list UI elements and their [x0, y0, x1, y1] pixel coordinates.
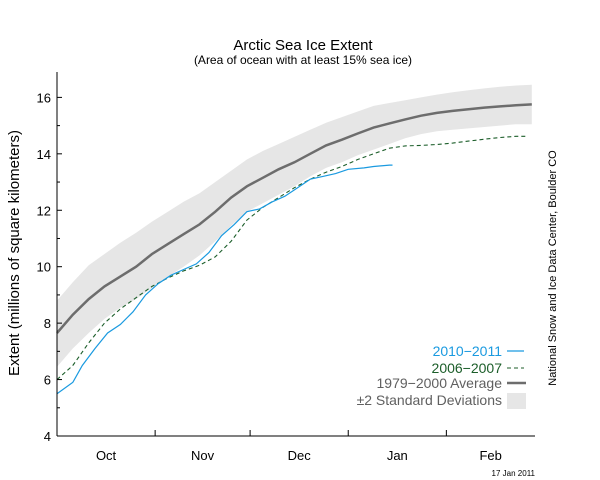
y-tick-label: 16 — [37, 90, 51, 105]
y-tick-label: 8 — [44, 316, 51, 331]
date-stamp: 17 Jan 2011 — [492, 469, 536, 478]
series-1979-2000-average — [56, 103, 532, 334]
chart-title: Arctic Sea Ice Extent — [233, 37, 373, 54]
chart-subtitle: (Area of ocean with at least 15% sea ice… — [194, 53, 412, 67]
axes: 4 6 8 10 12 14 16 Oct Nov Dec Jan Feb — [37, 72, 535, 463]
legend: 2010−2011 2006−2007 1979−2000 Average ±2… — [357, 343, 526, 409]
x-tick-label: Dec — [288, 448, 312, 463]
y-tick-label: 10 — [37, 260, 51, 275]
x-tick-label: Nov — [191, 448, 215, 463]
y-tick-label: 12 — [37, 203, 51, 218]
series-2010-2011 — [56, 164, 393, 395]
x-tick-label: Oct — [96, 448, 117, 463]
legend-label-average: 1979−2000 Average — [377, 375, 503, 391]
y-tick-label: 4 — [44, 429, 51, 444]
legend-label-2010-2011: 2010−2011 — [433, 343, 503, 359]
legend-label-2006-2007: 2006−2007 — [432, 360, 503, 376]
legend-swatch-std-dev — [507, 393, 526, 409]
series-2006-2007 — [56, 135, 526, 381]
y-axis-label: Extent (millions of square kilometers) — [6, 130, 23, 376]
x-tick-label: Feb — [479, 448, 501, 463]
y-tick-label: 6 — [44, 373, 51, 388]
y-tick-label: 14 — [37, 147, 51, 162]
std-dev-band — [57, 84, 532, 367]
x-tick-label: Jan — [387, 448, 408, 463]
legend-label-std-dev: ±2 Standard Deviations — [357, 392, 502, 408]
source-credit: National Snow and Ice Data Center, Bould… — [547, 150, 559, 386]
plot-area — [56, 84, 532, 395]
